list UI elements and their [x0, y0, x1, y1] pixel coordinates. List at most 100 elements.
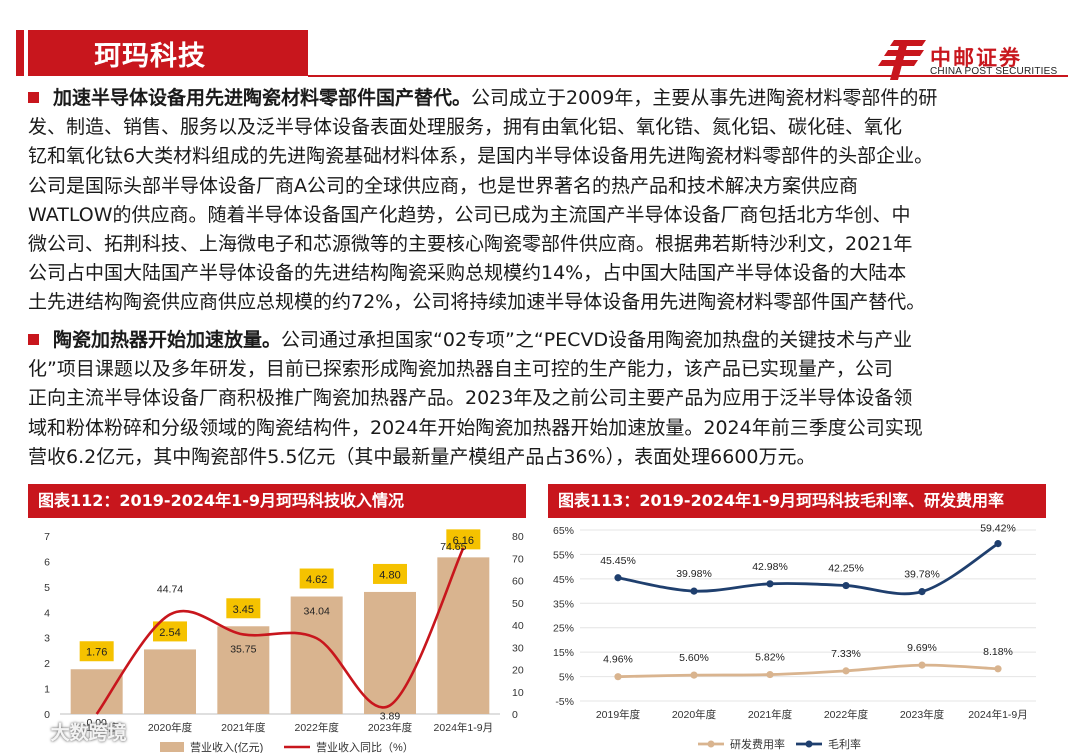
section-ceramic-heater: 陶瓷加热器开始加速放量。公司通过承担国家“02专项”之“PECVD设备用陶瓷加热… [28, 326, 1058, 472]
x-axis-tick-label: 2023年度 [368, 721, 413, 734]
header-divider [308, 75, 1068, 77]
revenue-chart: 01234567010203040506070801.762.543.454.6… [44, 529, 524, 753]
right-axis-tick-label: 80 [512, 531, 524, 543]
text-line: 公司是国际头部半导体设备厂商A公司的全球供应商，也是世界著名的热产品和技术解决方… [28, 174, 859, 197]
legend-bar-swatch [160, 742, 184, 752]
header-title-box [28, 30, 308, 76]
rd-ratio-label: 7.33% [831, 648, 861, 660]
y-axis-tick-label: 5% [559, 672, 574, 684]
y-axis-tick-label: 45% [553, 574, 574, 586]
bar-value-label-bg [373, 563, 407, 584]
legend-bar-label: 营业收入(亿元) [190, 740, 263, 753]
y-axis-tick-label: 65% [553, 525, 574, 537]
bar-value-label: 3.45 [233, 604, 254, 616]
text-line: WATLOW的供应商。随着半导体设备国产化趋势，公司已成为主流国产半导体设备厂商… [28, 203, 911, 226]
gross-margin-point [766, 580, 774, 588]
y-axis-tick-label: -5% [555, 696, 574, 708]
left-axis-tick-label: 5 [44, 582, 50, 594]
text-line: 公司占中国大陆国产半导体设备的先进结构陶瓷采购总规模约14%，占中国大陆国产半导… [28, 262, 907, 285]
rd-ratio-point [690, 671, 698, 679]
gross-margin-point [690, 587, 698, 595]
text-line: 化”项目课题以及多年研发，目前已探索形成陶瓷加热器自主可控的生产能力，该产品已实… [28, 358, 893, 381]
text-line: 土先进结构陶瓷供应商供应总规模的约72%，公司将持续加速半导体设备用先进陶瓷材料… [28, 291, 926, 314]
rd-ratio-line [617, 663, 999, 679]
bar-value-label-bg [79, 641, 114, 662]
x-axis-tick-label: 2020年度 [672, 708, 717, 721]
x-axis-tick-label: 2022年度 [294, 721, 339, 734]
x-axis-tick-label: 2019年度 [74, 721, 119, 734]
text-line: 钇和氧化钛6大类材料组成的先进陶瓷基础材料体系，是国内半导体设备用先进陶瓷材料零… [28, 145, 934, 168]
left-axis-tick-label: 1 [44, 684, 50, 696]
x-axis-tick-label: 2024年1-9月 [434, 721, 494, 734]
watermark-logo-icon [8, 725, 42, 742]
bullet-square-icon [28, 92, 39, 103]
legend-line-label: 营业收入同比（%） [316, 740, 414, 753]
rd-ratio-point [766, 670, 774, 679]
rd-ratio-label: 4.96% [603, 654, 633, 666]
section-semiconductor-ceramics: 加速半导体设备用先进陶瓷材料零部件国产替代。公司成立于2009年，主要从事先进陶… [28, 84, 1058, 318]
gross-margin-label: 42.98% [752, 561, 788, 573]
x-axis-tick-label: 2023年度 [900, 708, 945, 721]
yoy-value-label: 74.65 [440, 541, 466, 553]
bar-value-label-bg [226, 598, 261, 619]
left-axis-tick-label: 4 [44, 607, 50, 619]
gross-margin-point [918, 588, 926, 596]
yoy-value-label: 0.00 [86, 717, 107, 729]
gross-margin-label: 42.25% [828, 563, 864, 575]
bullet-square-icon [28, 334, 39, 345]
bar-value-label-bg [446, 529, 481, 550]
chart-caption-revenue: 图表112：2019-2024年1-9月珂玛科技收入情况 [28, 484, 526, 518]
x-axis-tick-label: 2024年1-9月 [968, 708, 1028, 721]
brand-name-cn: 中邮证券 [930, 46, 1022, 70]
text-line: 加速半导体设备用先进陶瓷材料零部件国产替代。公司成立于2009年，主要从事先进陶… [28, 84, 1058, 113]
text-line: 陶瓷加热器开始加速放量。公司通过承担国家“02专项”之“PECVD设备用陶瓷加热… [28, 326, 1058, 355]
right-axis-tick-label: 10 [512, 687, 524, 699]
y-axis-tick-label: 15% [553, 647, 574, 659]
revenue-bar [364, 591, 416, 714]
y-axis-tick-label: 25% [553, 623, 574, 635]
rd-ratio-label: 8.18% [983, 646, 1013, 658]
left-axis-tick-label: 3 [44, 633, 50, 645]
bar-value-label: 1.76 [86, 647, 107, 659]
yoy-growth-line [95, 547, 465, 715]
left-axis-tick-label: 0 [44, 709, 50, 721]
x-axis-tick-label: 2021年度 [221, 721, 266, 734]
right-axis-tick-label: 0 [512, 709, 518, 721]
revenue-bar [144, 649, 196, 714]
rd-ratio-point [918, 661, 926, 669]
left-axis-tick-label: 7 [44, 531, 50, 543]
bar-value-label: 2.54 [159, 627, 180, 639]
page-header: 珂玛科技 中邮证券 CHINA POST SECURITIES [0, 0, 1080, 84]
section-heading: 陶瓷加热器开始加速放量。 [53, 329, 282, 351]
bar-value-label-bg [299, 568, 334, 589]
header-accent-bar [16, 30, 24, 76]
section-heading: 加速半导体设备用先进陶瓷材料零部件国产替代。 [53, 87, 472, 109]
revenue-bar [437, 557, 490, 714]
gross-margin-label: 45.45% [600, 555, 636, 567]
x-axis-tick-label: 2019年度 [596, 708, 641, 721]
gross-margin-point [842, 581, 850, 590]
x-axis-tick-label: 2020年度 [148, 721, 193, 734]
yoy-value-label: 34.04 [304, 605, 330, 617]
text-line: 营收6.2亿元，其中陶瓷部件5.5亿元（其中最新量产模组产品占36%），表面处理… [28, 445, 816, 468]
legend-gm-label: 毛利率 [828, 737, 861, 751]
watermark: 大数跨境 [8, 718, 127, 748]
right-axis-tick-label: 20 [512, 665, 524, 677]
rd-ratio-point [614, 673, 622, 681]
right-axis-tick-label: 60 [512, 576, 524, 588]
rd-ratio-point [994, 665, 1002, 673]
china-post-logo-icon [878, 40, 926, 80]
legend-gm-marker [805, 740, 813, 748]
y-axis-tick-label: 35% [553, 598, 574, 610]
x-axis-tick-label: 2021年度 [748, 708, 793, 721]
margin-chart: -5% 5% 15% 25% 35% 45% 55% 65% 4.96% 5.60% 5.82% 7.… [553, 523, 1036, 751]
bar-value-label: 6.16 [453, 535, 474, 547]
text-line: 域和粉体粉碎和分级领域的陶瓷结构件，2024年开始陶瓷加热器开始加速放量。202… [28, 416, 923, 439]
yoy-value-label: 35.75 [230, 643, 256, 655]
yoy-value-label: 44.74 [157, 583, 183, 595]
brand-name-en: CHINA POST SECURITIES [930, 66, 1058, 77]
gross-margin-label: 39.78% [904, 569, 940, 581]
right-axis-tick-label: 40 [512, 620, 524, 632]
page-title: 珂玛科技 [94, 41, 206, 72]
rd-ratio-label: 9.69% [907, 642, 937, 654]
